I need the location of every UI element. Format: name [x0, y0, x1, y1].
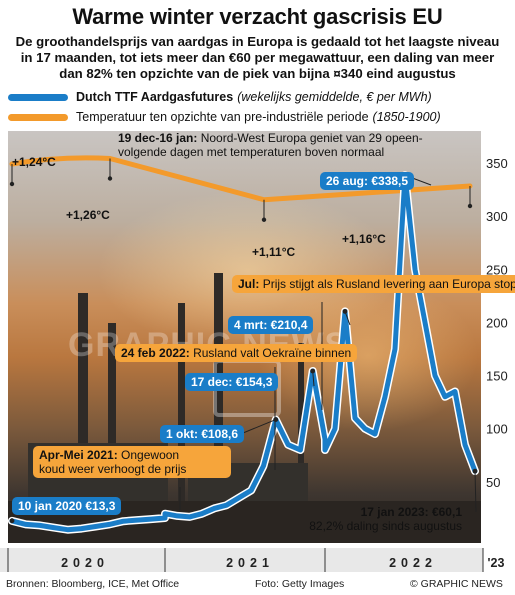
y-tick-label: 250	[486, 262, 508, 277]
annotation-jan2023: 17 jan 2023: €60,1 82,2% daling sinds au…	[298, 505, 462, 533]
annotation-mar: 4 mrt: €210,4	[228, 316, 314, 334]
annotation-aprmay: Apr-Mei 2021: Ongewoon koud weer verhoog…	[33, 446, 231, 478]
footer-photo: Foto: Getty Images	[255, 578, 345, 590]
temp-leader-dot	[107, 176, 113, 181]
legend-temp-swatch	[8, 113, 68, 121]
legend-temp-note: (1850-1900)	[372, 110, 441, 124]
y-tick-label: 100	[486, 422, 508, 437]
annotation-jan2020: 10 jan 2020 €13,3	[12, 497, 122, 515]
footer-credit: © GRAPHIC NEWS	[410, 578, 503, 590]
chimney	[108, 323, 116, 543]
y-tick-label: 300	[486, 209, 508, 224]
chimney	[178, 303, 185, 543]
annotation-jan2023-text: 82,2% daling sinds augustus	[309, 519, 462, 533]
annotation-peak: 26 aug: €338,5	[320, 172, 415, 190]
temp-label-3: +1,11°C	[252, 245, 296, 259]
y-tick-label: 150	[486, 369, 508, 384]
y-tick-label: 50	[486, 475, 500, 490]
x-tick-label: '23	[488, 556, 505, 570]
y-tick-label: 200	[486, 315, 508, 330]
chimney	[78, 293, 88, 543]
temp-leader-dot	[467, 203, 473, 209]
annotation-aprmay-text2: koud weer verhoogt de prijs	[39, 462, 187, 476]
page-title: Warme winter verzacht gascrisis EU	[72, 4, 443, 29]
annotation-feb: 24 feb 2022: Rusland valt Oekraïne binne…	[115, 344, 358, 362]
annotation-feb-head: 24 feb 2022:	[121, 346, 190, 360]
annotation-jul-text: Prijs stijgt als Rusland levering aan Eu…	[262, 277, 515, 291]
price-leader-dot	[273, 417, 279, 422]
legend-temp-name: Temperatuur ten opzichte van pre-industr…	[76, 110, 369, 124]
annotation-aprmay-head: Apr-Mei 2021:	[39, 448, 118, 462]
annotation-aprmay-text1: Ongewoon	[121, 448, 180, 462]
annotation-dec: 17 dec: €154,3	[185, 373, 279, 391]
price-leader-line	[344, 311, 351, 326]
annotation-dec-jan-head: 19 dec-16 jan:	[118, 131, 198, 145]
y-tick-label: 350	[486, 156, 508, 171]
temperature-line	[9, 155, 473, 203]
legend-gas-note: (wekelijks gemiddelde, € per MWh)	[237, 90, 432, 104]
price-leader-line	[474, 471, 477, 513]
price-leader-dot	[342, 308, 348, 314]
price-leader-dot	[472, 468, 478, 474]
temp-label-1: +1,24°C	[12, 155, 56, 169]
annotation-dec-jan: 19 dec-16 jan: Noord-West Europa geniet …	[118, 131, 463, 159]
temp-label-2: +1,26°C	[66, 208, 110, 222]
legend-gas: Dutch TTF Aardgasfutures (wekelijks gemi…	[8, 90, 432, 104]
page-subtitle: De groothandelsprijs van aardgas in Euro…	[15, 34, 500, 81]
chimney	[214, 273, 223, 543]
temp-leader-dot	[9, 181, 15, 187]
annotation-feb-text: Rusland valt Oekraïne binnen	[193, 346, 352, 360]
annotation-jul-head: Jul:	[238, 277, 260, 291]
price-leader-line	[312, 370, 315, 387]
annotation-dec-jan-text: Noord-West Europa geniet van 29 opeen-vo…	[118, 131, 423, 159]
price-leader-dot	[310, 368, 316, 374]
annotation-jul: Jul: Prijs stijgt als Rusland levering a…	[232, 275, 515, 293]
annotation-oct: 1 okt: €108,6	[160, 425, 245, 443]
x-axis-band	[0, 548, 483, 572]
footer-sources: Bronnen: Bloomberg, ICE, Met Office	[6, 578, 180, 590]
annotation-jan2023-head: 17 jan 2023: €60,1	[360, 505, 462, 519]
temp-label-4: +1,16°C	[342, 232, 386, 246]
x-tick-label: 2022	[389, 556, 437, 570]
temp-leader-dot	[261, 217, 267, 222]
legend-gas-name: Dutch TTF Aardgasfutures	[76, 90, 234, 104]
gas-price-line	[9, 172, 478, 533]
legend-temp: Temperatuur ten opzichte van pre-industr…	[8, 110, 441, 124]
x-tick-label: 2021	[226, 556, 274, 570]
price-leader-dot	[9, 518, 15, 524]
legend-gas-swatch	[8, 93, 68, 101]
x-tick-label: 2020	[61, 556, 109, 570]
